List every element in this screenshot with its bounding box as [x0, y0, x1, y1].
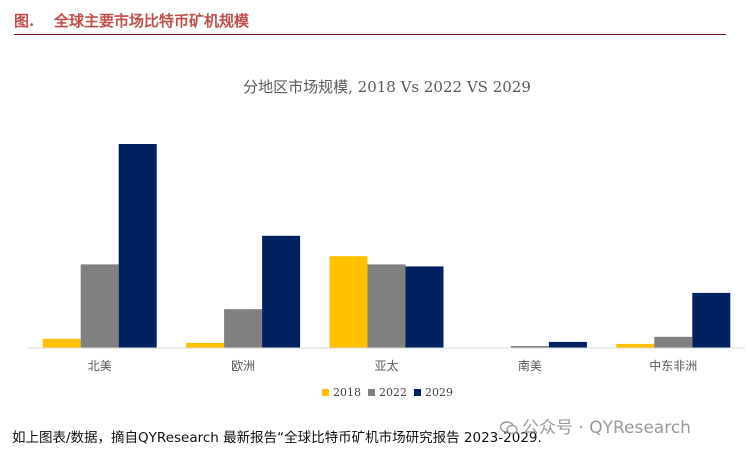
- legend: 2018 2022 2029: [322, 386, 453, 399]
- legend-swatch-2018: [322, 389, 329, 396]
- bar-2022-0: [80, 264, 119, 348]
- category-label: 欧洲: [231, 359, 255, 373]
- watermark-text: 公众号 · QYResearch: [522, 418, 691, 438]
- legend-label-2022: 2022: [379, 386, 407, 399]
- figure-label: 图.: [14, 12, 35, 30]
- category-labels: 北美 欧洲 亚太 南美 中东非洲: [88, 358, 698, 373]
- bar-2018-0: [42, 338, 81, 348]
- bar-2029-0: [118, 144, 157, 348]
- category-label: 亚太: [374, 358, 398, 373]
- bar-2022-1: [224, 309, 263, 348]
- legend-swatch-2022: [368, 389, 375, 396]
- category-label: 南美: [518, 358, 542, 373]
- bar-2022-2: [367, 264, 406, 348]
- bar-2018-2: [329, 256, 368, 348]
- bar-2022-4: [654, 336, 693, 348]
- category-label: 北美: [88, 359, 112, 373]
- watermark: 公众号 · QYResearch: [500, 413, 691, 438]
- wechat-icon: [500, 421, 518, 435]
- figure-title: 全球主要市场比特币矿机规模: [54, 12, 250, 30]
- legend-swatch-2029: [414, 389, 421, 396]
- bar-2022-3: [510, 346, 549, 348]
- bar-2029-4: [692, 292, 731, 348]
- legend-label-2018: 2018: [333, 386, 361, 399]
- bar-2029-1: [262, 235, 301, 348]
- category-label: 中东非洲: [649, 358, 697, 373]
- bars-group: [42, 144, 731, 348]
- legend-label-2029: 2029: [425, 386, 453, 399]
- figure-header: 图. 全球主要市场比特币矿机规模: [14, 8, 726, 35]
- bar-2029-2: [405, 266, 444, 348]
- chart-title: 分地区市场规模, 2018 Vs 2022 VS 2029: [243, 78, 531, 96]
- footnote: 如上图表/数据，摘自QYResearch 最新报告“全球比特币矿机市场研究报告 …: [12, 430, 542, 446]
- bar-2029-3: [548, 341, 587, 348]
- bar-2018-1: [186, 342, 225, 348]
- bar-2018-4: [616, 343, 655, 348]
